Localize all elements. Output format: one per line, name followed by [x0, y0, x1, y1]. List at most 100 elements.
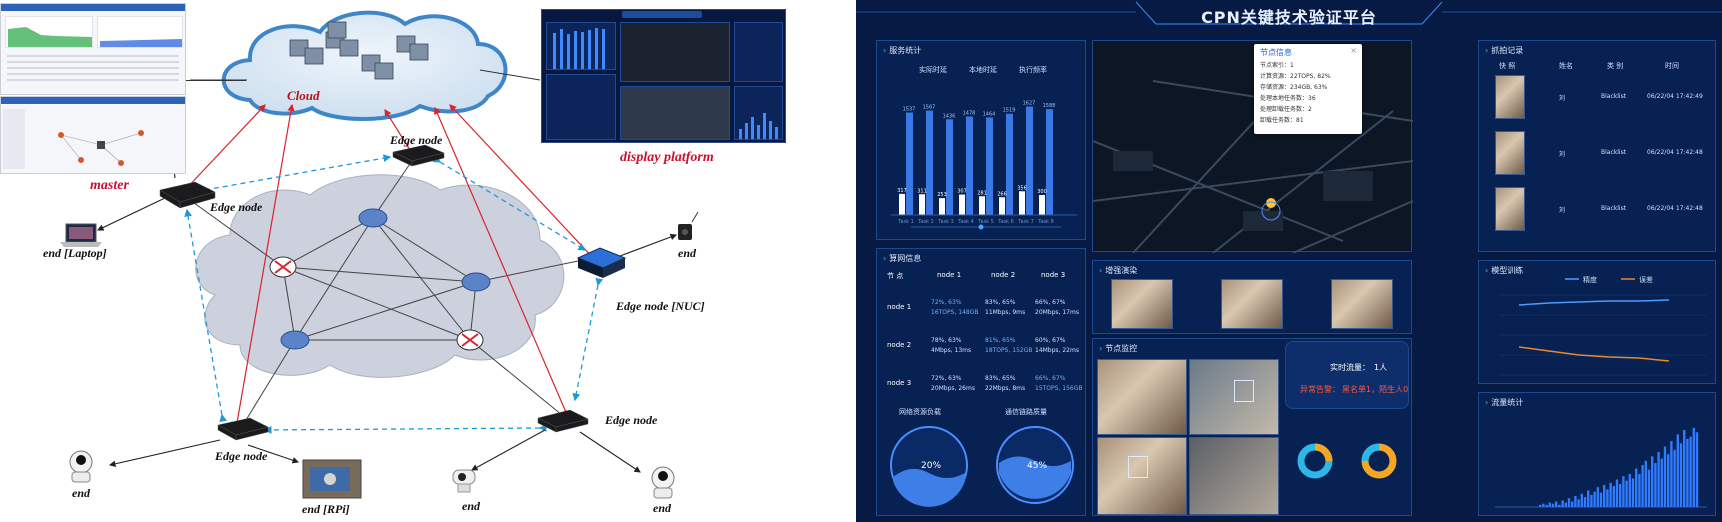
end-laptop-label: end [Laptop]: [43, 246, 107, 260]
server-cluster-icon: [289, 21, 429, 80]
realtime-box: 实时流量： 1人 异常告警： 黑名单1，陌生人0: [1285, 341, 1409, 409]
flow-bar: [1686, 438, 1689, 507]
model-training-chart: [1499, 278, 1707, 376]
master-label: master: [90, 178, 129, 193]
alarm-snapshot: [1495, 75, 1525, 119]
flow-bar: [1670, 441, 1673, 507]
master-topology-screenshot: [0, 96, 186, 174]
category-label: Task 2: [917, 219, 934, 225]
alarm-category: Blacklist: [1601, 205, 1627, 212]
flow-bar: [1606, 489, 1609, 507]
bar-top-label: 1478: [963, 110, 976, 116]
bar-actual: [966, 116, 973, 215]
gauges: [890, 426, 1074, 507]
monitor-feed-4: [1189, 437, 1279, 515]
category-label: Task 6: [997, 219, 1014, 225]
net-cell: 83%, 65%: [985, 375, 1016, 382]
net-cell: 22Mbps, 8ms: [985, 385, 1026, 392]
bar-top-label: 1588: [1043, 103, 1056, 109]
gauge-left-value: 20%: [921, 461, 942, 471]
face-box: [1128, 456, 1148, 478]
flow-bar: [1663, 446, 1667, 507]
alarm-value: 黑名单1，陌生人0: [1342, 385, 1409, 394]
node-popup-close-icon[interactable]: ×: [1350, 46, 1357, 55]
legend-local-delay: 本地时延: [969, 66, 997, 74]
flow-bar: [1651, 456, 1654, 507]
net-cell: 20Mbps, 26ms: [931, 385, 975, 392]
flow-bar: [1599, 492, 1603, 507]
flow-bar: [1615, 479, 1619, 507]
flow-bar: [1539, 504, 1542, 507]
net-cell: 66%, 67%: [1035, 375, 1066, 382]
display-platform-screenshot: [541, 9, 786, 143]
flow-bar: [1631, 478, 1635, 507]
flow-bar: [1619, 483, 1622, 507]
flow-bar: [1567, 498, 1571, 507]
bar-local: [999, 197, 1005, 215]
flow-bar: [1603, 485, 1606, 507]
flow-bar: [1657, 452, 1660, 507]
flow-bar: [1561, 500, 1564, 507]
net-cell: 11Mbps, 9ms: [985, 309, 1026, 316]
net-row-name: node 2: [887, 341, 912, 349]
enhance-title: 增强演染: [1099, 265, 1137, 276]
flow-bar: [1695, 432, 1699, 507]
node-popup-line: 节点索引：1: [1260, 62, 1294, 69]
model-training-panel: 模型训练 精度 误差: [1478, 260, 1716, 384]
node-info-popup: 节点信息 × 节点索引：1 计算资源：22TOPS, 82% 存储资源：234GB,…: [1254, 44, 1362, 134]
network-info-panel: 算网信息 节 点 node 1 node 2 node 3 node 1 72%, 63%…: [876, 248, 1086, 516]
bar-top-label: 1567: [923, 105, 936, 111]
alarm-time: 06/22/04 17:42:48: [1647, 149, 1703, 156]
gauge-left-title: 网络资源负载: [899, 408, 941, 416]
alarm-category: Blacklist: [1601, 149, 1627, 156]
master-screenshot: [0, 3, 186, 95]
category-label: Task 7: [1017, 219, 1034, 225]
alarm-time: 06/22/04 17:42:48: [1647, 205, 1703, 212]
net-header-cell: node 2: [991, 271, 1016, 279]
flow-bar: [1577, 499, 1580, 507]
flow-bar: [1551, 503, 1555, 507]
net-row-name: node 1: [887, 303, 912, 311]
bar-local: [1019, 191, 1025, 215]
face-box: [1234, 380, 1254, 402]
net-cell: 15TOPS, 156GB: [1035, 385, 1083, 392]
bar-top-label: 1537: [903, 107, 916, 113]
flow-bar: [1583, 497, 1587, 507]
bar-actual: [906, 112, 913, 215]
node-popup-title: 节点信息: [1260, 48, 1292, 57]
flow-bar: [1564, 502, 1567, 507]
net-cell: 18TOPS, 152GB: [985, 347, 1033, 354]
end-bottom-right-label: end: [653, 501, 671, 515]
flow-bar: [1689, 436, 1692, 507]
service-stats-panel: 服务统计 实际时延 本地时延 执行频率 1537 317 Task 1 1567 311…: [876, 40, 1086, 240]
bar-top-label: 1627: [1023, 101, 1036, 107]
flow-bar: [1625, 480, 1628, 507]
gauge-right-value: 45%: [1027, 461, 1048, 471]
map-scene-panel: [1092, 40, 1413, 253]
bar-actual: [946, 119, 953, 215]
model-training-title: 模型训练: [1485, 265, 1523, 276]
net-cell: 16TOPS, 148GB: [931, 309, 979, 316]
flow-bar: [1641, 465, 1644, 507]
edge-node-top-label: Edge node: [390, 133, 443, 147]
flow-stats-panel: 流量统计: [1478, 392, 1716, 516]
flow-bar: [1574, 496, 1577, 507]
bar-bottom-label: 317: [897, 188, 907, 194]
flow-bar: [1673, 449, 1676, 507]
flow-bar: [1667, 454, 1670, 507]
bar-local: [899, 193, 905, 215]
map-roads: [1093, 80, 1413, 253]
bar-bottom-label: 281: [977, 190, 987, 196]
end-bottom-left-label: end: [72, 486, 90, 500]
legend-precision: 精度: [1583, 276, 1597, 284]
legend-actual-delay: 实际时延: [919, 66, 947, 74]
node-popup-line: 计算资源：22TOPS, 82%: [1260, 73, 1331, 80]
edge-node-nuc-label: Edge node [NUC]: [616, 299, 705, 313]
alarm-col-time: 时间: [1665, 62, 1679, 70]
flow-bar: [1638, 474, 1641, 507]
alarm-col-category: 类 别: [1607, 62, 1624, 70]
category-label: Task 4: [957, 219, 974, 225]
alarm-col-name: 姓名: [1559, 62, 1573, 70]
category-label: Task 3: [937, 219, 954, 225]
monitor-feed-2: [1189, 359, 1279, 435]
